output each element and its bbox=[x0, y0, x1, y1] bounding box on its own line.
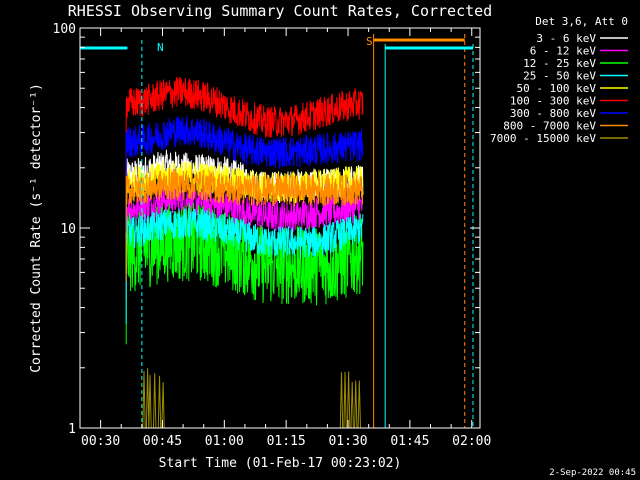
series-line bbox=[125, 76, 364, 195]
legend-entry-label: 3 - 6 keV bbox=[536, 32, 596, 45]
saa-label: S bbox=[366, 35, 373, 48]
legend-entry-label: 100 - 300 keV bbox=[510, 95, 596, 108]
chart-title: RHESSI Observing Summary Count Rates, Co… bbox=[68, 2, 492, 20]
series-line bbox=[125, 168, 364, 282]
series-line bbox=[125, 208, 364, 324]
night-label: N bbox=[157, 41, 164, 54]
x-tick-label: 01:00 bbox=[205, 434, 244, 449]
legend-entry-label: 7000 - 15000 keV bbox=[490, 132, 596, 145]
x-tick-label: 00:30 bbox=[81, 434, 120, 449]
x-tick-label: 01:15 bbox=[267, 434, 306, 449]
tick-layer: 00:30 00:45 01:00 01:15 01:30 01:45 02:00 1 10 10… bbox=[53, 22, 492, 449]
y-tick-label: 1 bbox=[68, 422, 76, 437]
legend-entry-label: 25 - 50 keV bbox=[523, 70, 596, 83]
series-line bbox=[126, 368, 363, 429]
x-axis-label: Start Time (01-Feb-17 00:23:02) bbox=[159, 456, 402, 471]
series-line bbox=[125, 115, 364, 233]
y-tick-label: 100 bbox=[53, 22, 76, 37]
x-tick-label: 01:45 bbox=[390, 434, 429, 449]
series-line bbox=[125, 202, 364, 345]
legend-entry-label: 50 - 100 keV bbox=[517, 82, 597, 95]
series-line bbox=[125, 183, 364, 300]
legend-entry-label: 800 - 7000 keV bbox=[503, 120, 596, 133]
legend-header: Det 3,6, Att 0 bbox=[535, 15, 628, 28]
legend-entry-label: 300 - 800 keV bbox=[510, 107, 596, 120]
legend-entry-label: 12 - 25 keV bbox=[523, 57, 596, 70]
x-tick-label: 00:45 bbox=[143, 434, 182, 449]
series-layer bbox=[125, 76, 364, 429]
footer-date: 2-Sep-2022 00:45 bbox=[549, 468, 636, 478]
legend-entry-label: 6 - 12 keV bbox=[530, 45, 597, 58]
x-tick-label: 01:30 bbox=[328, 434, 367, 449]
x-tick-label: 02:00 bbox=[452, 434, 491, 449]
y-axis-label: Corrected Count Rate (s⁻¹ detector⁻¹) bbox=[29, 83, 44, 373]
y-tick-label: 10 bbox=[60, 222, 76, 237]
